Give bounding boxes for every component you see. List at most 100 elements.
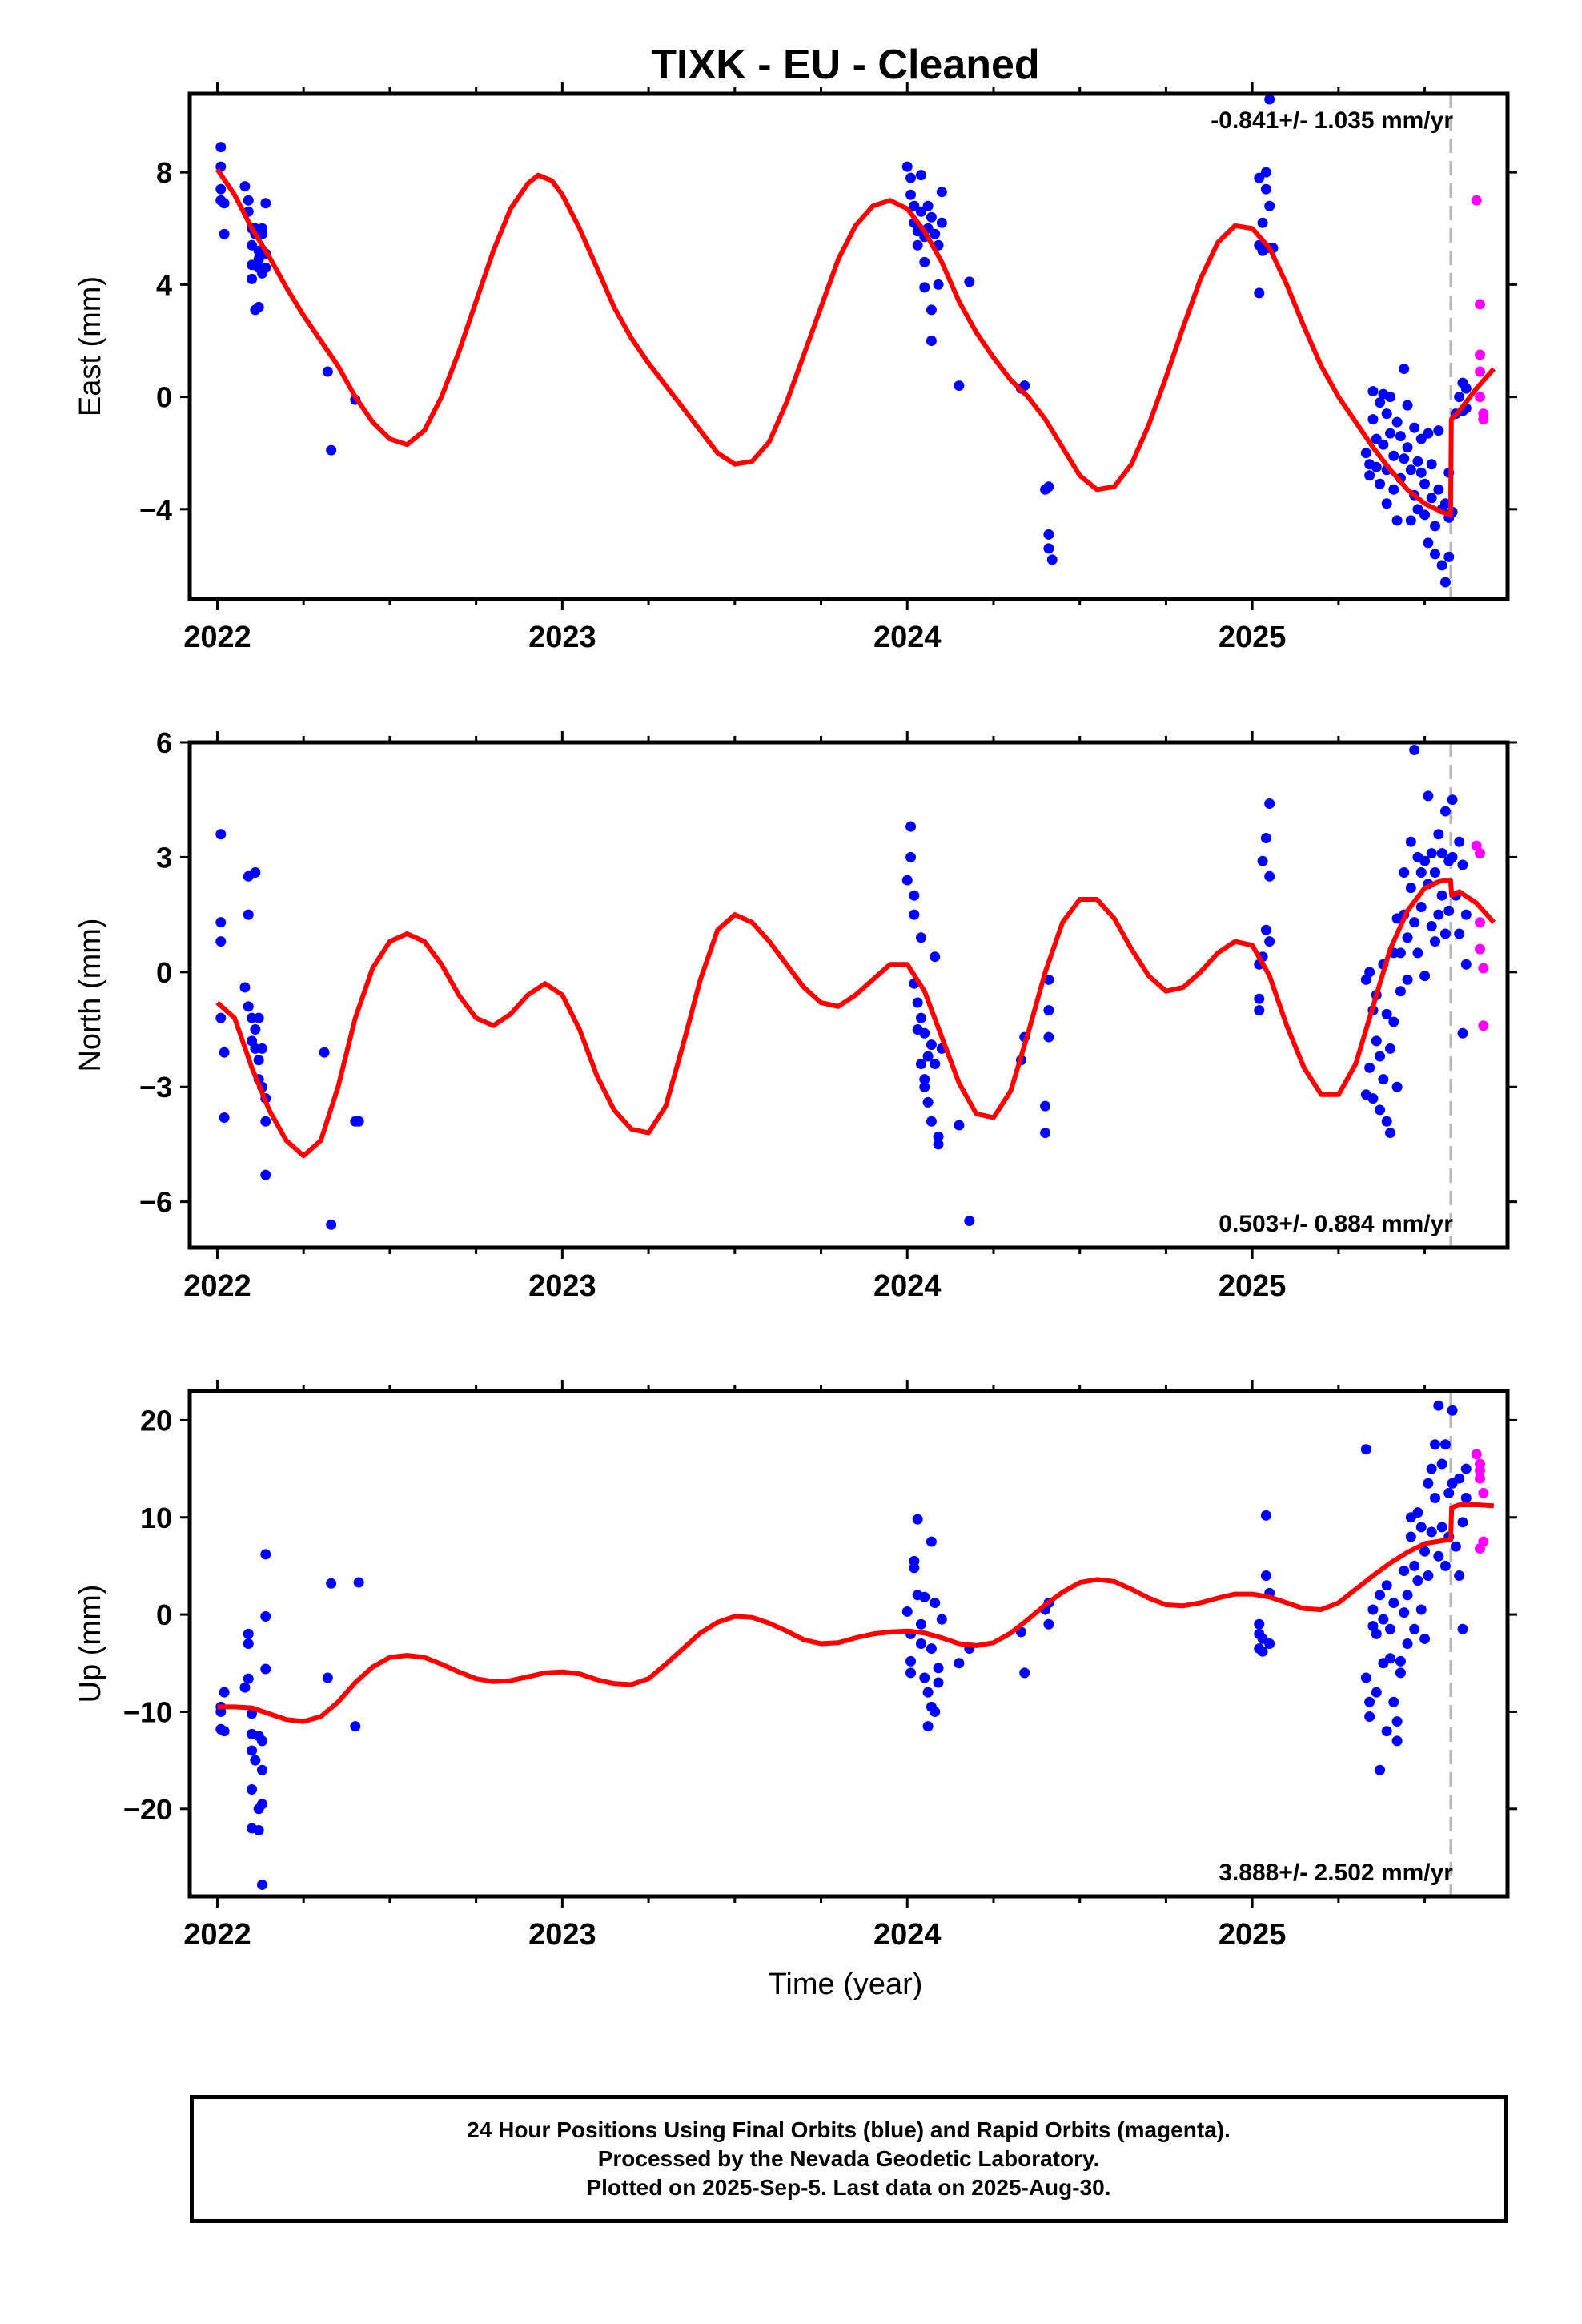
up-xtick-label: 2023 [528,1918,596,1952]
up-final-point [1412,1575,1423,1586]
north-final-point [1043,1005,1054,1016]
east-final-point [239,181,251,192]
east-xtick-label: 2023 [528,621,596,654]
north-final-point [1415,902,1427,913]
east-final-point [1402,442,1413,453]
east-ytick-label: 8 [156,156,172,189]
north-final-point [1433,829,1444,840]
east-final-point [926,304,937,316]
east-final-point [1254,287,1265,299]
east-final-point [1391,416,1403,428]
up-final-point [256,1735,267,1747]
up-plot-frame [187,1389,1510,1899]
north-final-point [909,909,920,920]
north-final-point [256,1043,267,1054]
east-final-point [936,187,947,198]
north-final-point [964,1216,975,1227]
north-final-point [1439,806,1451,817]
north-final-point [1257,855,1268,866]
east-final-point [1264,94,1275,105]
north-final-point [1426,848,1437,859]
east-final-point [1384,392,1395,403]
up-final-point [1430,1492,1441,1503]
east-final-point [1381,498,1392,509]
east-final-point [243,195,254,206]
north-rapid-point [1478,963,1489,974]
up-final-point [1436,1458,1447,1470]
north-final-point [915,1012,926,1023]
east-final-point [1443,551,1455,562]
up-final-point [1395,1655,1406,1667]
up-final-point [253,1824,264,1835]
up-final-point [1381,1726,1392,1737]
east-final-point [1433,425,1444,436]
up-rate-label: 3.888+/- 2.502 mm/yr [1219,1860,1453,1886]
north-final-point [930,1059,941,1070]
up-final-point [1381,1580,1392,1591]
north-final-point [1460,959,1472,970]
up-ylabel: Up (mm) [74,1585,107,1703]
north-final-point [1447,851,1458,862]
east-final-point [933,279,944,290]
up-final-point [260,1663,271,1675]
panel-north: −6 −3 0 3 6 2022 2023 2024 2025 North (mm) 0.503+/… [74,726,1517,1303]
east-final-point [1260,183,1271,195]
up-xtick-label: 2024 [873,1918,942,1952]
north-final-point [1364,1062,1375,1073]
north-final-point [1457,1027,1468,1039]
north-rate-label: 0.503+/- 0.884 mm/yr [1219,1211,1453,1237]
up-final-point [1384,1623,1395,1634]
north-final-point [1419,971,1431,982]
north-final-point [922,1096,934,1108]
north-rapid-point [1475,917,1486,928]
north-final-point [1412,947,1423,959]
east-xtick-label: 2022 [183,621,251,654]
east-final-point [1264,200,1275,211]
east-final-point [909,200,920,211]
up-final-point [1457,1517,1468,1528]
east-final-point [1360,448,1371,459]
east-final-point [1388,484,1399,495]
north-final-point [926,1116,937,1127]
east-final-point [253,254,264,265]
north-final-point [1364,967,1375,978]
east-ytick-label: −4 [139,493,172,526]
up-final-point [1409,1623,1420,1634]
up-final-point [260,1549,271,1560]
north-final-point [1415,867,1427,879]
east-final-point [1378,439,1389,450]
up-final-point [1439,1439,1451,1450]
up-final-point [350,1721,361,1732]
north-final-point [915,932,926,943]
north-final-point [1043,1031,1054,1043]
up-final-point [1367,1621,1379,1632]
footer-line-orbits: 24 Hour Positions Using Final Orbits (bl… [467,2117,1231,2142]
east-final-point [1419,509,1431,521]
north-final-point [1254,993,1265,1004]
north-final-point [1457,859,1468,870]
up-final-point [1260,1510,1271,1521]
up-ytick-label: −20 [123,1793,172,1826]
east-final-point [1405,464,1416,476]
north-final-point [1395,947,1406,959]
north-final-point [1430,936,1441,947]
north-final-point [1391,1081,1403,1092]
up-final-point [1364,1711,1375,1723]
north-final-point [909,890,920,901]
east-final-point [905,189,917,200]
east-plot-frame [187,91,1510,601]
north-final-point [1460,909,1472,920]
north-ylabel: North (mm) [74,918,107,1072]
east-rapid-point [1475,299,1486,310]
north-final-point [1264,798,1275,809]
east-final-point [256,223,267,234]
east-final-point [1391,515,1403,526]
north-final-point [239,982,251,993]
up-final-point [260,1611,271,1622]
up-final-point [1371,1628,1382,1639]
north-final-point [954,1120,965,1131]
north-ytick-label: 6 [156,726,172,759]
up-xtick-label: 2022 [183,1918,251,1952]
up-final-point [1460,1463,1472,1474]
north-final-point [1454,928,1465,939]
